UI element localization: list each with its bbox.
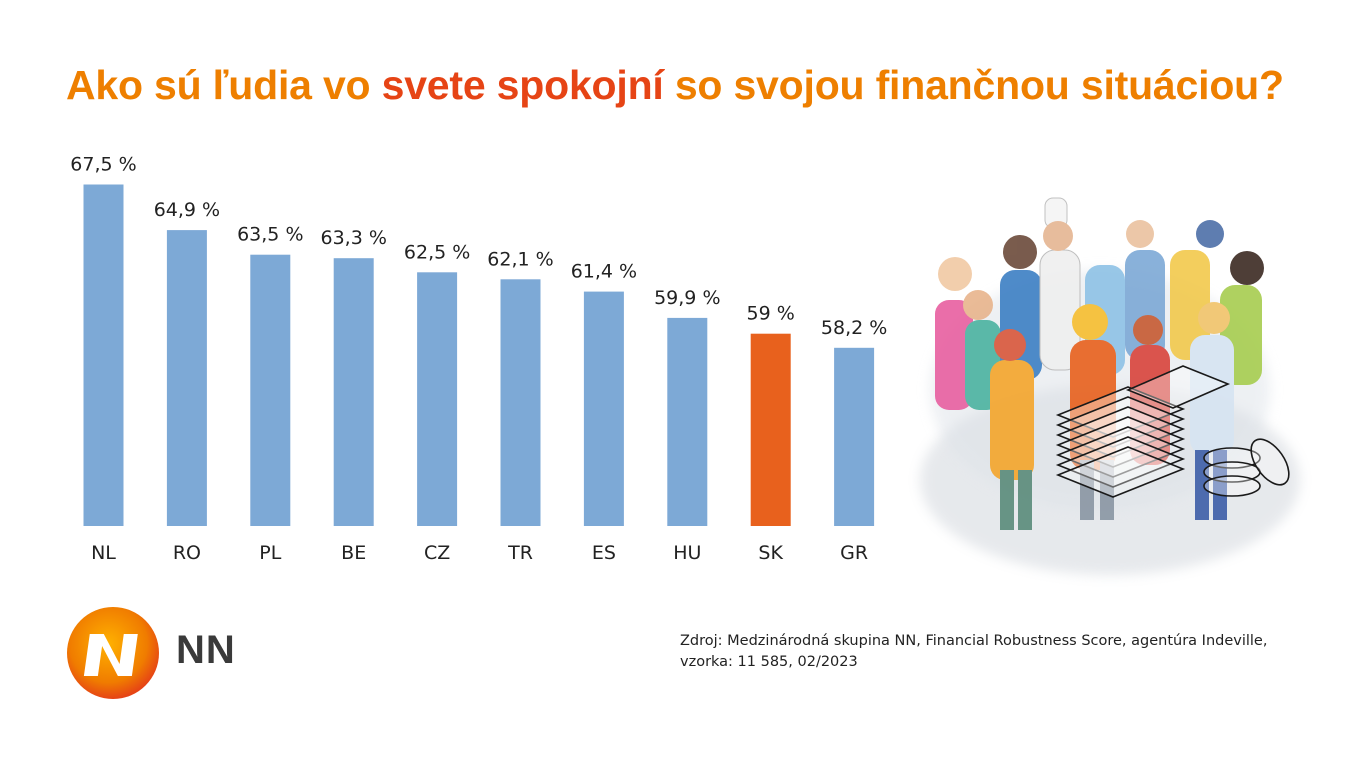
category-label-sk: SK [758, 542, 783, 564]
category-label-es: ES [592, 542, 616, 564]
category-label-be: BE [341, 542, 366, 564]
nn-logo-icon [67, 607, 159, 699]
bar-chart: 67,5 % NL 64,9 % RO 63,5 % PL 63,3 % BE 62,5 % CZ… [70, 154, 887, 565]
value-label-es: 61,4 % [571, 261, 637, 283]
value-label-gr: 58,2 % [821, 317, 887, 339]
bar-sk [750, 333, 791, 526]
value-label-be: 63,3 % [320, 227, 386, 249]
bar-hu [667, 317, 708, 526]
bar-nl [83, 184, 124, 526]
title-part-2: so svojou finančnou situáciou? [663, 62, 1284, 108]
value-label-pl: 63,5 % [237, 224, 303, 246]
category-label-nl: NL [91, 542, 116, 564]
source-line-2: vzorka: 11 585, 02/2023 [680, 654, 858, 670]
value-label-ro: 64,9 % [154, 199, 220, 221]
category-label-ro: RO [173, 542, 201, 564]
value-label-sk: 59 % [747, 303, 795, 325]
category-label-hu: HU [673, 542, 701, 564]
bar-pl [250, 254, 291, 526]
page-title: Ako sú ľudia vo svete spokojní so svojou… [66, 62, 1284, 109]
source-line-1: Zdroj: Medzinárodná skupina NN, Financia… [680, 633, 1268, 649]
bar-gr [834, 347, 875, 526]
source-note: Zdroj: Medzinárodná skupina NN, Financia… [680, 631, 1320, 673]
bar-es [583, 291, 624, 526]
title-accent: svete spokojní [381, 62, 664, 108]
category-label-cz: CZ [424, 542, 450, 564]
value-label-cz: 62,5 % [404, 241, 470, 263]
value-label-nl: 67,5 % [70, 154, 136, 176]
people-crowd-illustration [920, 197, 1300, 575]
bar-tr [500, 279, 541, 526]
bar-cz [417, 272, 458, 526]
bar-ro [166, 230, 207, 526]
value-label-tr: 62,1 % [487, 248, 553, 270]
title-part-1: Ako sú ľudia vo [66, 62, 382, 108]
category-label-gr: GR [840, 542, 868, 564]
category-label-pl: PL [259, 542, 281, 564]
nn-logo-text: NN [176, 628, 236, 672]
bar-be [333, 258, 374, 526]
category-label-tr: TR [507, 542, 533, 564]
value-label-hu: 59,9 % [654, 287, 720, 309]
